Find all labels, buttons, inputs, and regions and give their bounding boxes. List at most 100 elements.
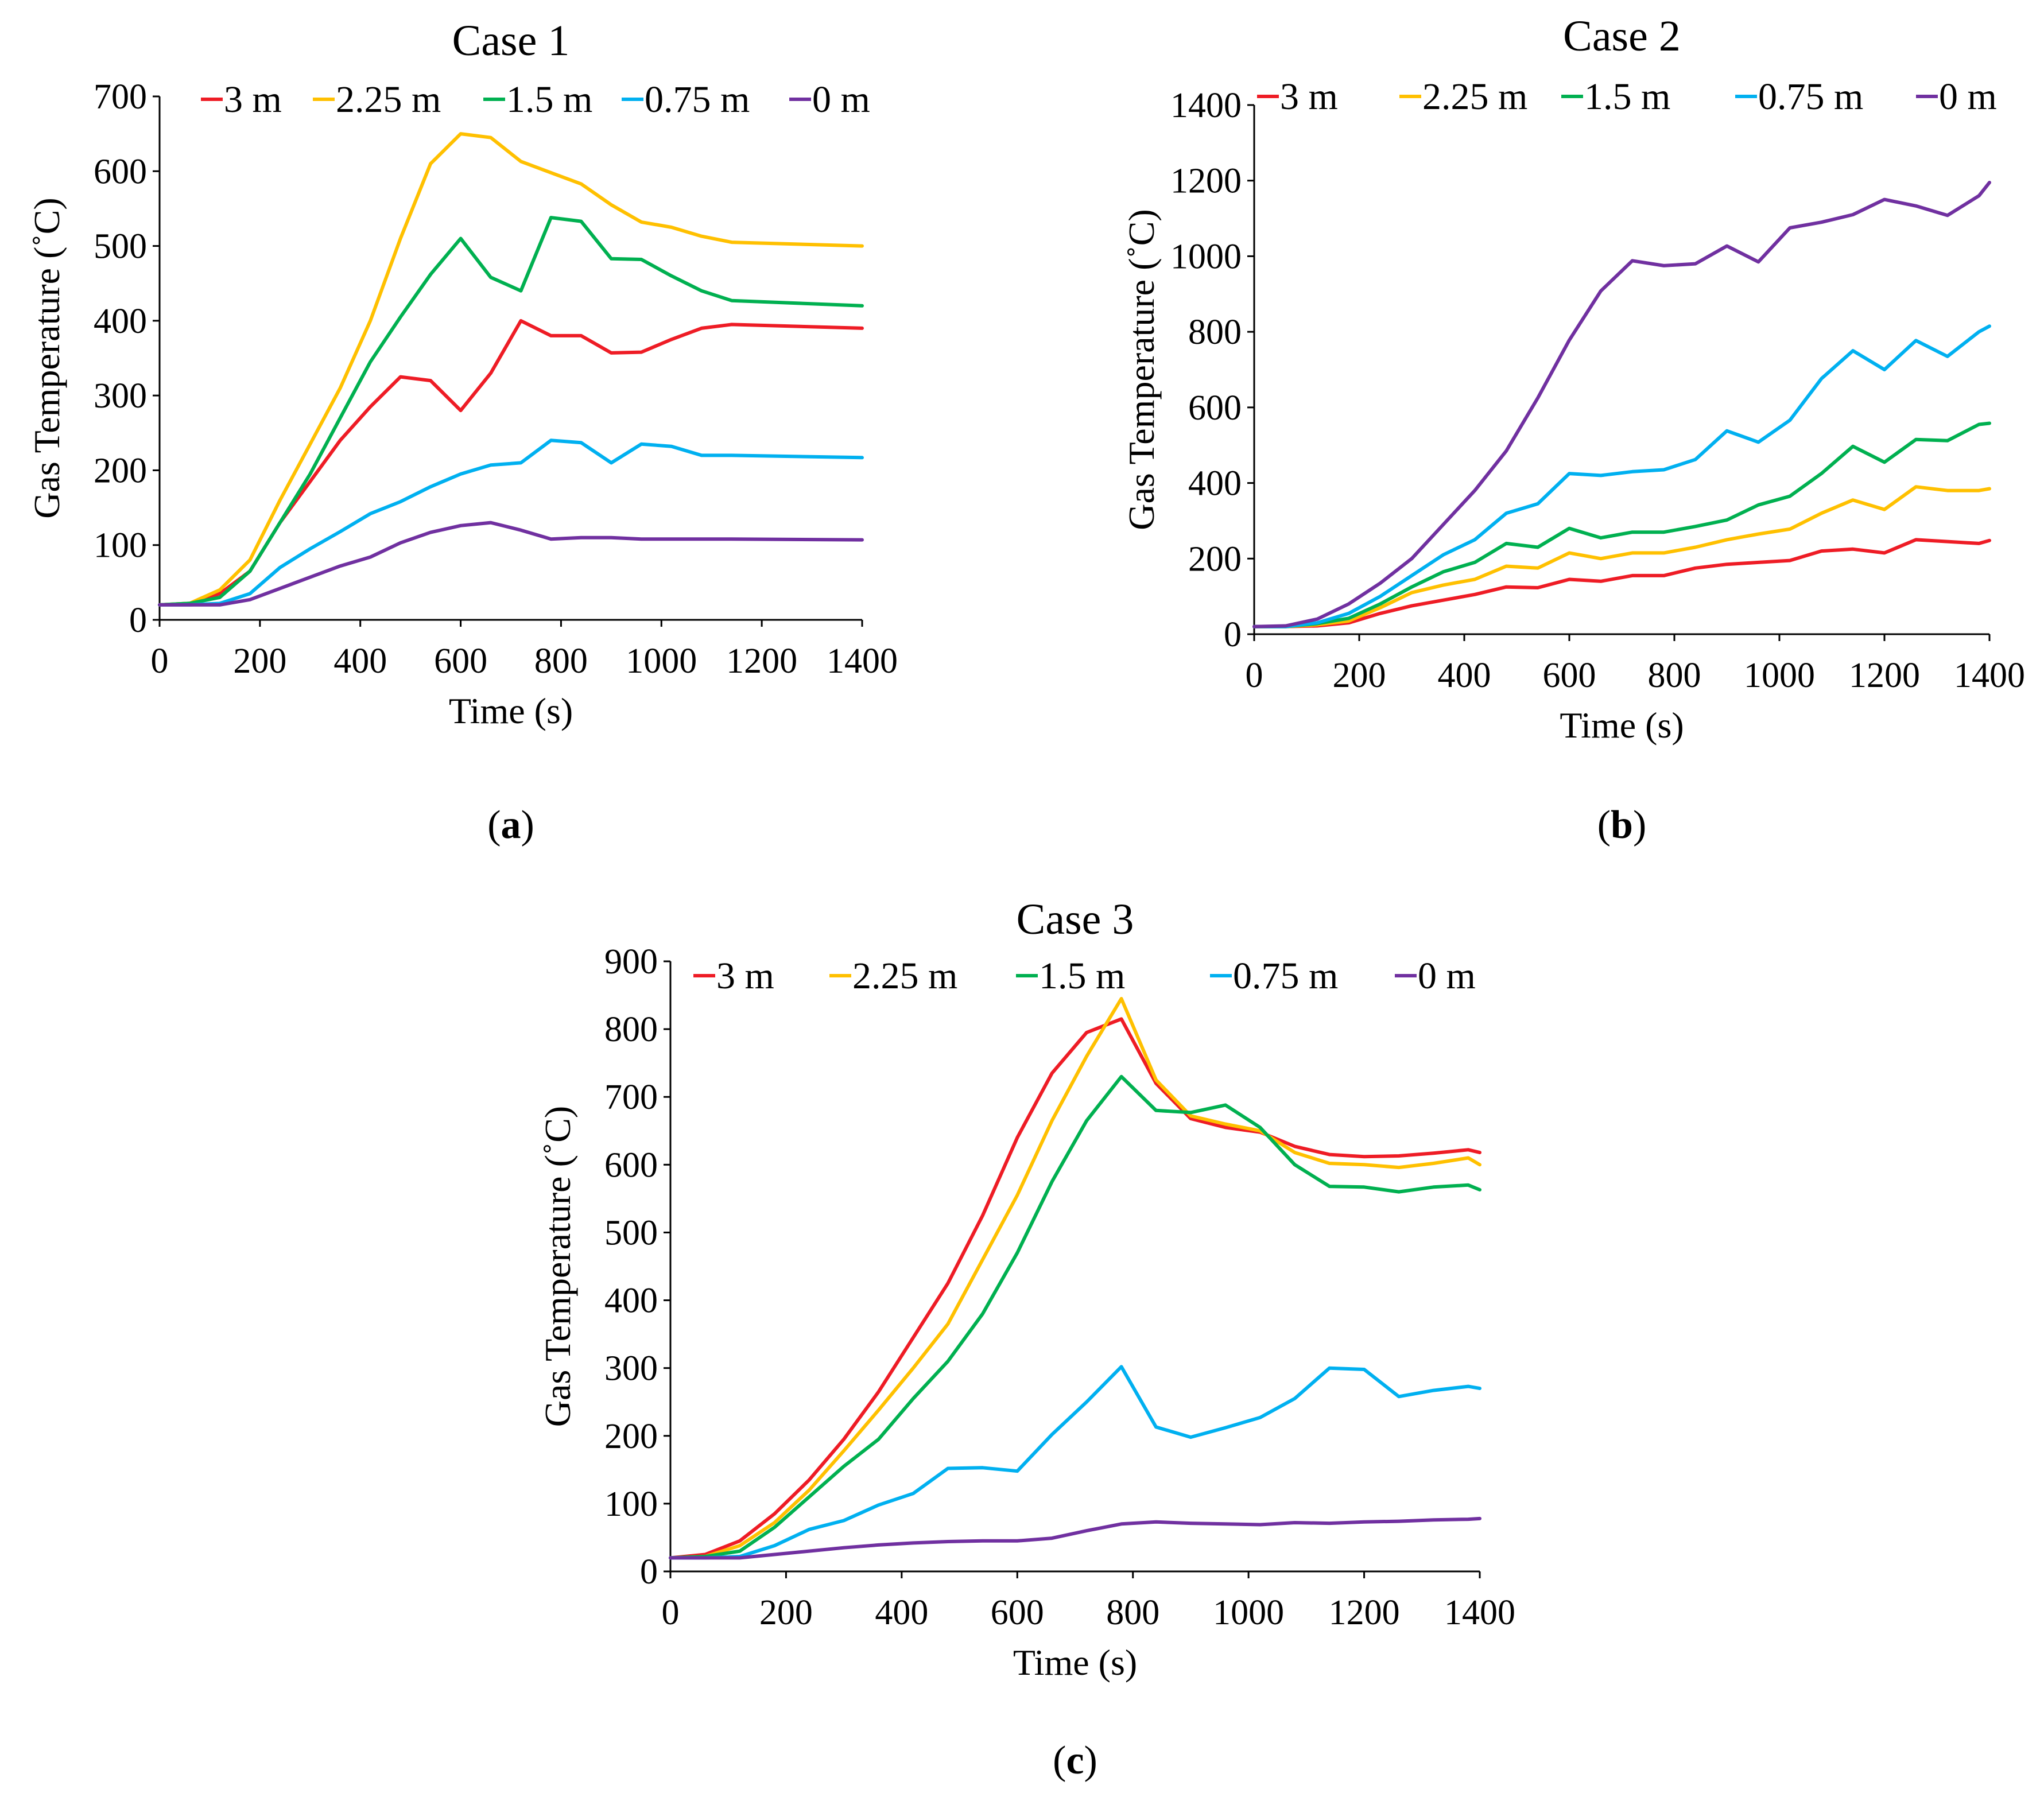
y-tick-label: 500: [604, 1213, 658, 1252]
y-tick-label: 100: [604, 1485, 658, 1524]
series-line-2-25m: [669, 997, 1481, 1560]
y-axis-label: Gas Temperature (˚C): [26, 197, 67, 518]
x-tick-label: 1000: [626, 642, 697, 681]
y-tick-label: 400: [604, 1282, 658, 1321]
caption-letter: a: [501, 803, 521, 847]
series-line-0m: [669, 1516, 1481, 1560]
x-tick-label: 1200: [1849, 656, 1920, 695]
legend-label: 1.5 m: [1039, 955, 1125, 997]
subfigure-caption: (b): [1597, 803, 1647, 847]
y-tick-label: 500: [94, 227, 147, 266]
subfigure-caption: (a): [487, 803, 534, 847]
y-tick-label: 600: [94, 152, 147, 191]
caption-close-paren: ): [1084, 1738, 1097, 1783]
legend: 3 m 2.25 m 1.5 m 0.75 m 0 m: [201, 79, 870, 121]
caption-open-paren: (: [1053, 1738, 1066, 1783]
x-tick-label: 400: [875, 1593, 928, 1632]
caption-letter: b: [1611, 803, 1633, 847]
chart-1: Case 1 0 100 200 300 400 500 600 700 0 200 400 600 80…: [26, 17, 898, 847]
x-tick-label: 0: [151, 642, 169, 681]
y-tick-label: 600: [1188, 389, 1242, 428]
series-line-3m: [669, 1017, 1481, 1560]
legend-label: 2.25 m: [1422, 76, 1527, 118]
legend: 3 m 2.25 m 1.5 m 0.75 m 0 m: [693, 955, 1476, 997]
legend-label: 0.75 m: [645, 79, 750, 121]
y-tick-label: 400: [94, 302, 147, 341]
caption-close-paren: ): [1633, 803, 1646, 847]
y-tick-label: 800: [604, 1010, 658, 1049]
x-axis-label: Time (s): [1013, 1642, 1137, 1683]
series-line-2-25m: [158, 132, 864, 607]
y-tick-label: 1200: [1170, 162, 1242, 201]
legend-label: 1.5 m: [1584, 76, 1670, 118]
legend-label: 3 m: [224, 79, 282, 121]
y-tick-label: 700: [604, 1078, 658, 1117]
x-axis-label: Time (s): [449, 690, 573, 731]
y-tick-label: 200: [1188, 539, 1242, 579]
series-line-1-5m: [669, 1074, 1481, 1560]
series-line-0-75m: [669, 1365, 1481, 1560]
x-tick-label: 1000: [1744, 656, 1815, 695]
chart-title: Case 2: [1563, 12, 1681, 60]
x-tick-label: 400: [333, 642, 387, 681]
legend-label: 0.75 m: [1758, 76, 1863, 118]
y-tick-label: 200: [604, 1417, 658, 1456]
chart-3: Case 3 0 100 200 300 400 500 600 700 800 900 0 200 40…: [537, 895, 1515, 1783]
caption-close-paren: ): [521, 803, 534, 847]
series-line-1-5m: [1252, 421, 1991, 628]
x-tick-label: 1400: [1954, 656, 2025, 695]
x-tick-label: 800: [1106, 1593, 1159, 1632]
x-tick-label: 200: [1333, 656, 1386, 695]
x-tick-label: 600: [991, 1593, 1044, 1632]
caption-open-paren: (: [1597, 803, 1611, 847]
x-tick-label: 200: [759, 1593, 813, 1632]
x-tick-label: 600: [434, 642, 487, 681]
y-tick-label: 1000: [1170, 237, 1242, 276]
legend-label: 1.5 m: [506, 79, 592, 121]
legend-label: 2.25 m: [852, 955, 957, 997]
x-tick-label: 0: [662, 1593, 680, 1632]
legend-label: 0 m: [1418, 955, 1476, 997]
series-line-2-25m: [1252, 485, 1991, 628]
y-tick-label: 900: [604, 942, 658, 981]
y-tick-label: 800: [1188, 313, 1242, 352]
y-tick-label: 0: [1224, 615, 1242, 654]
x-tick-label: 0: [1246, 656, 1263, 695]
y-tick-label: 600: [604, 1146, 658, 1185]
series-line-0-75m: [1252, 324, 1991, 628]
legend: 3 m 2.25 m 1.5 m 0.75 m 0 m: [1257, 76, 1997, 118]
subfigure-caption: (c): [1053, 1738, 1097, 1783]
legend-label: 2.25 m: [336, 79, 441, 121]
y-tick-label: 0: [129, 601, 147, 640]
y-axis-label: Gas Temperature (˚C): [537, 1106, 578, 1427]
y-axis-label: Gas Temperature (˚C): [1121, 209, 1162, 530]
legend-label: 0.75 m: [1233, 955, 1338, 997]
y-tick-label: 100: [94, 526, 147, 565]
chart-title: Case 3: [1017, 895, 1134, 944]
caption-open-paren: (: [487, 803, 501, 847]
y-tick-label: 0: [640, 1552, 658, 1592]
x-tick-label: 1400: [1444, 1593, 1515, 1632]
legend-label: 0 m: [812, 79, 870, 121]
x-tick-label: 800: [534, 642, 588, 681]
x-tick-label: 1200: [1329, 1593, 1400, 1632]
series-line-0-75m: [158, 438, 864, 607]
chart-2: Case 2 0 200 400 600 800 1000 1200 1400 0 200 400 60…: [1121, 12, 2025, 847]
chart-title: Case 1: [452, 17, 570, 65]
x-axis-label: Time (s): [1560, 705, 1684, 746]
series-line-1-5m: [158, 216, 864, 607]
caption-letter: c: [1066, 1738, 1084, 1783]
y-tick-label: 300: [604, 1349, 658, 1388]
y-tick-label: 200: [94, 451, 147, 490]
x-tick-label: 800: [1648, 656, 1701, 695]
y-tick-label: 300: [94, 376, 147, 416]
series-line-0m: [1252, 181, 1991, 628]
legend-label: 0 m: [1939, 76, 1997, 118]
legend-label: 3 m: [1280, 76, 1338, 118]
legend-label: 3 m: [716, 955, 774, 997]
y-tick-label: 400: [1188, 464, 1242, 503]
x-tick-label: 200: [233, 642, 286, 681]
y-tick-label: 1400: [1170, 86, 1242, 125]
series-line-0m: [158, 521, 864, 607]
